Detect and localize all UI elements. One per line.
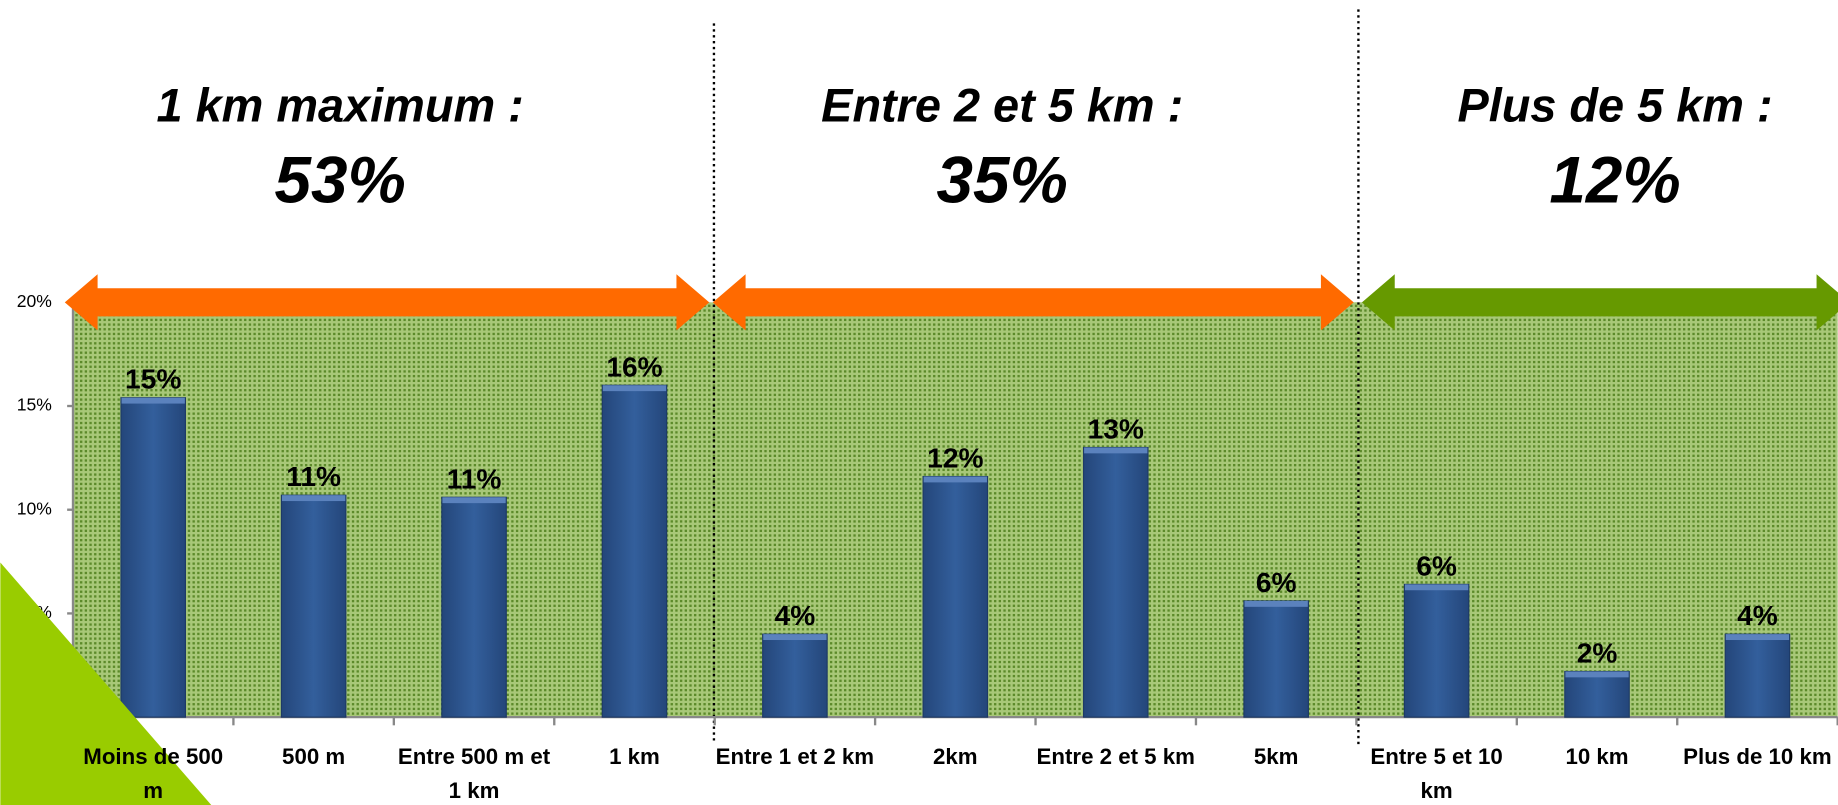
x-label-box: Entre 1 et 2 km <box>715 745 875 770</box>
x-tick-label: Entre 5 et 10 km <box>1370 745 1503 804</box>
x-label-box: Plus de 10 km <box>1683 745 1832 770</box>
data-label: 16% <box>606 351 662 382</box>
group-title: Entre 2 et 5 km : <box>821 79 1183 131</box>
data-label: 6% <box>1416 550 1457 581</box>
data-label: 12% <box>927 443 983 474</box>
group-title: 1 km maximum : <box>157 79 524 131</box>
bar <box>1403 583 1470 718</box>
data-label: 6% <box>1256 567 1297 598</box>
x-label-box: 500 m <box>282 745 346 770</box>
bar <box>762 633 828 718</box>
data-label: 15% <box>125 364 181 395</box>
x-label-box: Entre 5 et 10 km <box>1370 745 1503 804</box>
x-label-box: Entre 500 m et 1 km <box>397 745 551 804</box>
data-label: 13% <box>1088 414 1144 445</box>
bar <box>1724 633 1791 718</box>
corner-decoration <box>0 562 212 805</box>
data-label: 11% <box>286 461 341 492</box>
data-label: 2% <box>1577 638 1618 669</box>
bar-highlight <box>602 385 667 392</box>
data-label: 4% <box>775 600 816 631</box>
bar-highlight <box>1725 634 1790 641</box>
x-tick-label: 500 m <box>282 745 346 770</box>
x-label-box: Moins de 500 m <box>83 745 224 804</box>
bar-highlight <box>281 495 346 502</box>
x-tick-label: 10 km <box>1565 745 1629 770</box>
bar-highlight <box>1084 447 1148 454</box>
bar <box>280 494 347 718</box>
data-label: 11% <box>447 463 502 494</box>
x-tick-label: 1 km <box>609 745 660 770</box>
bar-highlight <box>923 476 987 483</box>
data-label: 4% <box>1737 600 1778 631</box>
bar-highlight <box>1565 671 1629 678</box>
bar-highlight <box>442 497 506 504</box>
x-tick-label: Entre 2 et 5 km <box>1036 745 1195 770</box>
group-share: 12% <box>1549 143 1680 216</box>
y-tick-label: 10% <box>17 498 52 518</box>
x-label-box: 2km <box>933 745 978 770</box>
x-label-box: 5km <box>1253 745 1299 770</box>
group-share: 35% <box>937 143 1068 216</box>
x-label-box: Entre 2 et 5 km <box>1036 745 1195 770</box>
bar <box>1082 446 1149 718</box>
bar <box>1243 600 1309 718</box>
y-tick-label: 15% <box>17 395 52 415</box>
bar-highlight <box>763 634 827 641</box>
x-tick-label: Moins de 500 m <box>83 745 224 804</box>
group-share: 53% <box>274 143 405 216</box>
bar <box>120 397 187 718</box>
bar-highlight <box>121 397 185 404</box>
bar-highlight <box>1244 600 1308 607</box>
x-label-box: 10 km <box>1565 745 1629 770</box>
y-tick-label: 20% <box>17 291 52 311</box>
bar <box>441 496 507 718</box>
x-tick-label: Entre 500 m et 1 km <box>397 745 551 804</box>
group-title: Plus de 5 km : <box>1457 79 1772 131</box>
x-tick-label: Entre 1 et 2 km <box>715 745 875 770</box>
x-tick-label: 5km <box>1253 745 1299 770</box>
x-tick-label: 2km <box>933 745 978 770</box>
x-tick-label: Plus de 10 km <box>1683 745 1832 770</box>
bar <box>601 384 668 718</box>
x-label-box: 1 km <box>609 745 660 770</box>
bar <box>922 475 989 718</box>
bar <box>1564 670 1630 718</box>
bar-highlight <box>1404 584 1469 591</box>
